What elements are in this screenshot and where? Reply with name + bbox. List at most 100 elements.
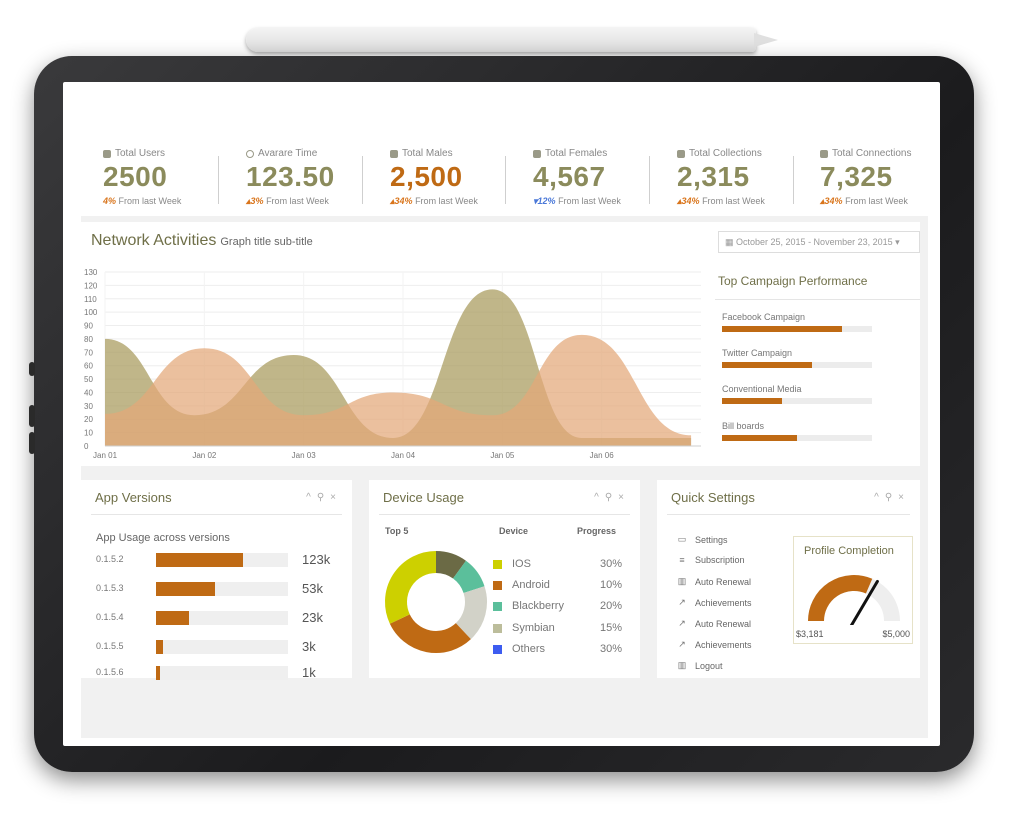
gauge-needle <box>849 579 879 625</box>
stat-suffix: From last Week <box>702 196 765 206</box>
clock-icon <box>246 149 254 158</box>
stat-value: 2,500 <box>390 161 463 192</box>
stat-label: Total Connections <box>832 148 912 159</box>
col-top: Top 5 <box>385 526 409 536</box>
qs-item-auto-renewal[interactable]: ▥ Auto Renewal <box>677 576 751 587</box>
y-tick-label: 30 <box>84 402 93 411</box>
stat-label: Avarare Time <box>258 148 318 159</box>
tablet-side-button <box>29 362 35 376</box>
device-row: Blackberry 20% <box>493 600 628 614</box>
stat-total-connections[interactable]: Total Connections 7,325 ▴34% From last W… <box>820 148 940 208</box>
date-range-picker[interactable]: ▦ October 25, 2015 - November 23, 2015 ▾ <box>718 231 920 253</box>
bar-chart-icon: ▥ <box>677 576 687 586</box>
version-count: 3k <box>302 639 316 654</box>
device-row: Android 10% <box>493 579 628 593</box>
wrench-icon[interactable]: ⚲ <box>884 492 899 503</box>
stat-total-users[interactable]: Total Users 2500 4% From last Week <box>103 148 243 208</box>
panel-controls: ^⚲× <box>306 492 342 503</box>
y-tick-label: 120 <box>84 281 98 290</box>
calendar-icon: ▭ <box>677 534 687 544</box>
qs-item-logout[interactable]: ▥ Logout <box>677 660 723 671</box>
panel-title: Network Activities Graph title sub-title <box>91 232 313 250</box>
tablet-volume-down <box>29 432 35 454</box>
stat-suffix: From last Week <box>558 196 621 206</box>
gauge-fill <box>808 575 873 622</box>
version-label: 0.1.5.4 <box>96 612 124 622</box>
device-swatch <box>493 624 502 633</box>
wrench-icon[interactable]: ⚲ <box>316 492 331 503</box>
area-chart-icon: ↗ <box>678 618 686 628</box>
qs-item-auto-renewal-2[interactable]: ↗ Auto Renewal <box>677 618 751 629</box>
campaign-item[interactable]: Conventional Media <box>722 384 872 404</box>
y-tick-label: 90 <box>84 322 93 331</box>
tablet-volume-up <box>29 405 35 427</box>
collapse-icon[interactable]: ^ <box>306 492 317 503</box>
stat-average-time[interactable]: Avarare Time 123.50 ▴3% From last Week <box>246 148 386 208</box>
y-tick-label: 130 <box>84 268 98 277</box>
dashboard-screen: Total Users 2500 4% From last Week Avara… <box>63 82 940 746</box>
gauge-max-label: $5,000 <box>882 629 910 639</box>
top-campaign-performance: Top Campaign Performance Facebook Campai… <box>715 266 920 466</box>
y-tick-label: 10 <box>84 429 93 438</box>
stats-bar: Total Users 2500 4% From last Week Avara… <box>81 136 928 216</box>
qs-item-subscription[interactable]: ≡ Subscription <box>677 555 745 565</box>
y-tick-label: 100 <box>84 308 98 317</box>
close-icon[interactable]: × <box>330 492 342 503</box>
panel-title: Device Usage <box>383 490 464 505</box>
device-name: Others <box>512 643 546 655</box>
panel-controls: ^⚲× <box>594 492 630 503</box>
stat-label: Total Collections <box>689 148 762 159</box>
qs-label: Achievements <box>695 597 752 608</box>
stat-delta: 34% <box>681 196 700 206</box>
qs-label: Auto Renewal <box>695 618 752 629</box>
gauge-min-label: $3,181 <box>796 629 824 639</box>
stat-total-males[interactable]: Total Males 2,500 ▴34% From last Week <box>390 148 530 208</box>
stat-total-collections[interactable]: Total Collections 2,315 ▴34% From last W… <box>677 148 817 208</box>
device-name: Blackberry <box>512 600 564 612</box>
device-name: IOS <box>512 558 531 570</box>
user-icon <box>677 149 685 158</box>
bar-chart-icon: ▥ <box>677 660 687 670</box>
qs-item-achievements-2[interactable]: ↗ Achievements <box>677 639 751 650</box>
version-count: 1k <box>302 665 316 680</box>
version-track <box>156 553 288 567</box>
device-row: Symbian 15% <box>493 622 628 636</box>
stat-value: 123.50 <box>246 161 335 192</box>
qs-label: Subscription <box>695 555 745 565</box>
down-arrow-icon: ▾ <box>533 196 538 206</box>
y-tick-label: 80 <box>84 335 93 344</box>
collapse-icon[interactable]: ^ <box>874 492 885 503</box>
qs-item-achievements[interactable]: ↗ Achievements <box>677 597 752 608</box>
list-icon: ≡ <box>679 555 685 565</box>
qs-item-settings[interactable]: ▭ Settings <box>677 534 728 545</box>
close-icon[interactable]: × <box>898 492 910 503</box>
line-chart-icon: ↗ <box>678 639 686 649</box>
campaign-item[interactable]: Bill boards <box>722 421 872 441</box>
apple-pencil <box>246 28 778 52</box>
version-bar <box>156 666 160 680</box>
wrench-icon[interactable]: ⚲ <box>604 492 619 503</box>
up-arrow-icon: ▴ <box>820 196 825 206</box>
campaign-item[interactable]: Facebook Campaign <box>722 312 872 332</box>
stat-divider <box>218 156 219 204</box>
stat-value: 2,315 <box>677 161 750 192</box>
device-pct: 15% <box>600 622 623 634</box>
close-icon[interactable]: × <box>618 492 630 503</box>
network-title: Network Activities <box>91 232 217 249</box>
device-pct: 30% <box>600 558 623 570</box>
stat-delta: 34% <box>394 196 413 206</box>
up-arrow-icon: ▴ <box>246 196 251 206</box>
stat-suffix: From last Week <box>415 196 478 206</box>
series-area <box>105 334 692 446</box>
stat-suffix: From last Week <box>845 196 908 206</box>
version-label: 0.1.5.6 <box>96 667 124 677</box>
up-arrow-icon: ▴ <box>677 196 682 206</box>
campaign-item[interactable]: Twitter Campaign <box>722 348 872 368</box>
line-chart-icon: ↗ <box>678 597 686 607</box>
stat-total-females[interactable]: Total Females 4,567 ▾12% From last Week <box>533 148 673 208</box>
device-row: Others 30% <box>493 643 628 657</box>
device-swatch <box>493 560 502 569</box>
panel-divider <box>667 514 910 515</box>
version-bar <box>156 582 216 596</box>
collapse-icon[interactable]: ^ <box>594 492 605 503</box>
